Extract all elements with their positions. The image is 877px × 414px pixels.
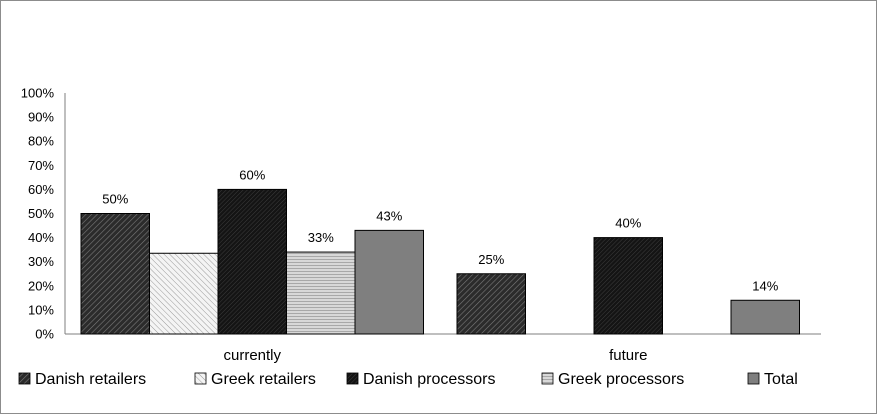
- legend: Danish retailers Greek retailers Danish pr…: [18, 371, 798, 388]
- bars: [80, 188, 800, 335]
- category-label: currently: [223, 347, 281, 364]
- legend-swatch: [194, 372, 207, 385]
- legend-item: Total: [747, 371, 798, 388]
- bar: [149, 252, 219, 335]
- y-tick-label: 30%: [28, 254, 54, 269]
- y-tick-label: 10%: [28, 302, 54, 317]
- data-label: 33%: [308, 230, 334, 245]
- data-label: 50%: [102, 192, 128, 207]
- legend-swatch: [18, 372, 31, 385]
- data-labels: 50% 60% 33% 43% 25% 40% 14%: [102, 167, 778, 293]
- bar: [456, 273, 526, 335]
- legend-swatch: [346, 372, 359, 385]
- bar: [80, 213, 150, 335]
- legend-item: Danish processors: [346, 371, 496, 388]
- legend-item: Danish retailers: [18, 371, 146, 388]
- legend-label: Danish processors: [363, 371, 496, 388]
- y-tick-label: 20%: [28, 278, 54, 293]
- bar: [593, 237, 663, 335]
- legend-swatch: [747, 372, 760, 385]
- legend-item: Greek processors: [541, 371, 684, 388]
- legend-label: Total: [764, 371, 798, 388]
- data-label: 60%: [239, 167, 265, 182]
- category-label: future: [609, 347, 647, 364]
- legend-item: Greek retailers: [194, 371, 316, 388]
- bar: [286, 251, 356, 335]
- bar: [730, 299, 800, 335]
- data-label: 43%: [376, 208, 402, 223]
- y-tick-labels: 0% 10% 20% 30% 40% 50% 60% 70% 80% 90% 100%: [21, 86, 55, 342]
- legend-label: Greek retailers: [211, 371, 316, 388]
- data-label: 40%: [615, 216, 641, 231]
- y-tick-label: 50%: [28, 206, 54, 221]
- legend-label: Danish retailers: [35, 371, 146, 388]
- y-tick-label: 0%: [35, 327, 54, 342]
- y-tick-label: 80%: [28, 134, 54, 149]
- y-tick-label: 60%: [28, 182, 54, 197]
- category-labels: currently future: [223, 347, 647, 364]
- legend-swatch: [541, 372, 554, 385]
- bar: [354, 229, 424, 335]
- legend-label: Greek processors: [558, 371, 684, 388]
- y-tick-label: 100%: [21, 86, 55, 101]
- data-label: 25%: [478, 252, 504, 267]
- y-tick-label: 40%: [28, 230, 54, 245]
- y-tick-label: 90%: [28, 110, 54, 125]
- data-label: 14%: [752, 278, 778, 293]
- y-tick-label: 70%: [28, 158, 54, 173]
- bar: [217, 188, 287, 335]
